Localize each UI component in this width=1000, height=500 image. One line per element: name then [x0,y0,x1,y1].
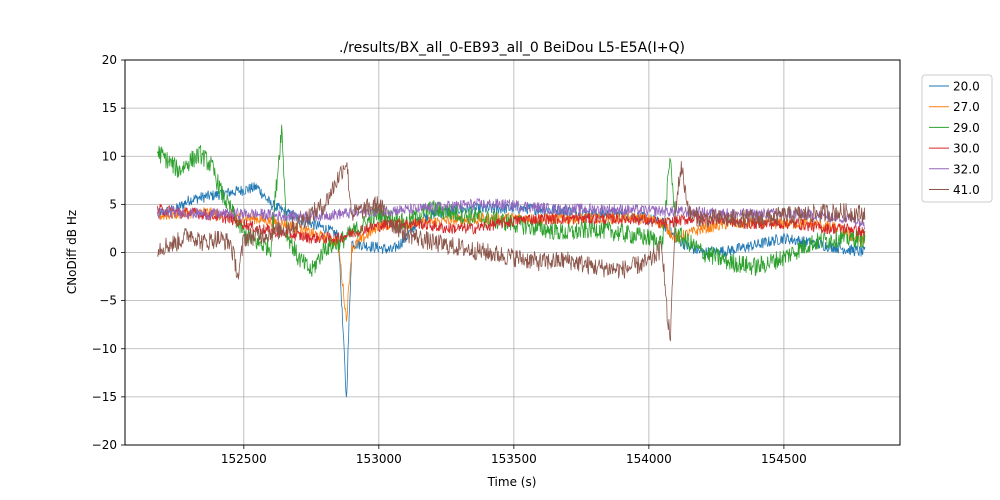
x-tick-label: 152500 [221,452,267,466]
ticks: 152500 153000 153500 154000 154500 −20 −15 −10 −… [92,53,807,466]
x-tick-label: 154000 [626,452,672,466]
y-tick-label: 5 [109,197,117,211]
y-tick-label: 20 [102,53,117,67]
y-tick-label: 0 [109,246,117,260]
y-tick-label: −15 [92,390,117,404]
x-axis-label: Time (s) [487,475,537,489]
legend-entry: 30.0 [953,142,980,156]
legend-entry: 29.0 [953,121,980,135]
legend-entry: 41.0 [953,183,980,197]
y-tick-label: 15 [102,101,117,115]
series-layer [157,124,866,398]
series-line-41.0 [157,161,866,342]
y-axis-label: CNoDiff dB Hz [65,210,79,294]
legend-entry: 27.0 [953,100,980,114]
y-tick-label: 10 [102,149,117,163]
series-line-29.0 [157,124,866,277]
series-line-20.0 [157,182,866,398]
x-tick-label: 153000 [356,452,402,466]
legend-entry: 20.0 [953,80,980,94]
chart-title: ./results/BX_all_0-EB93_all_0 BeiDou L5-… [339,40,685,56]
y-tick-label: −5 [99,294,117,308]
y-tick-label: −20 [92,438,117,452]
x-tick-label: 153500 [491,452,537,466]
x-tick-label: 154500 [761,452,807,466]
y-tick-label: −10 [92,342,117,356]
legend: 20.0 27.0 29.0 30.0 32.0 41.0 [921,74,993,203]
legend-entry: 32.0 [953,162,980,176]
